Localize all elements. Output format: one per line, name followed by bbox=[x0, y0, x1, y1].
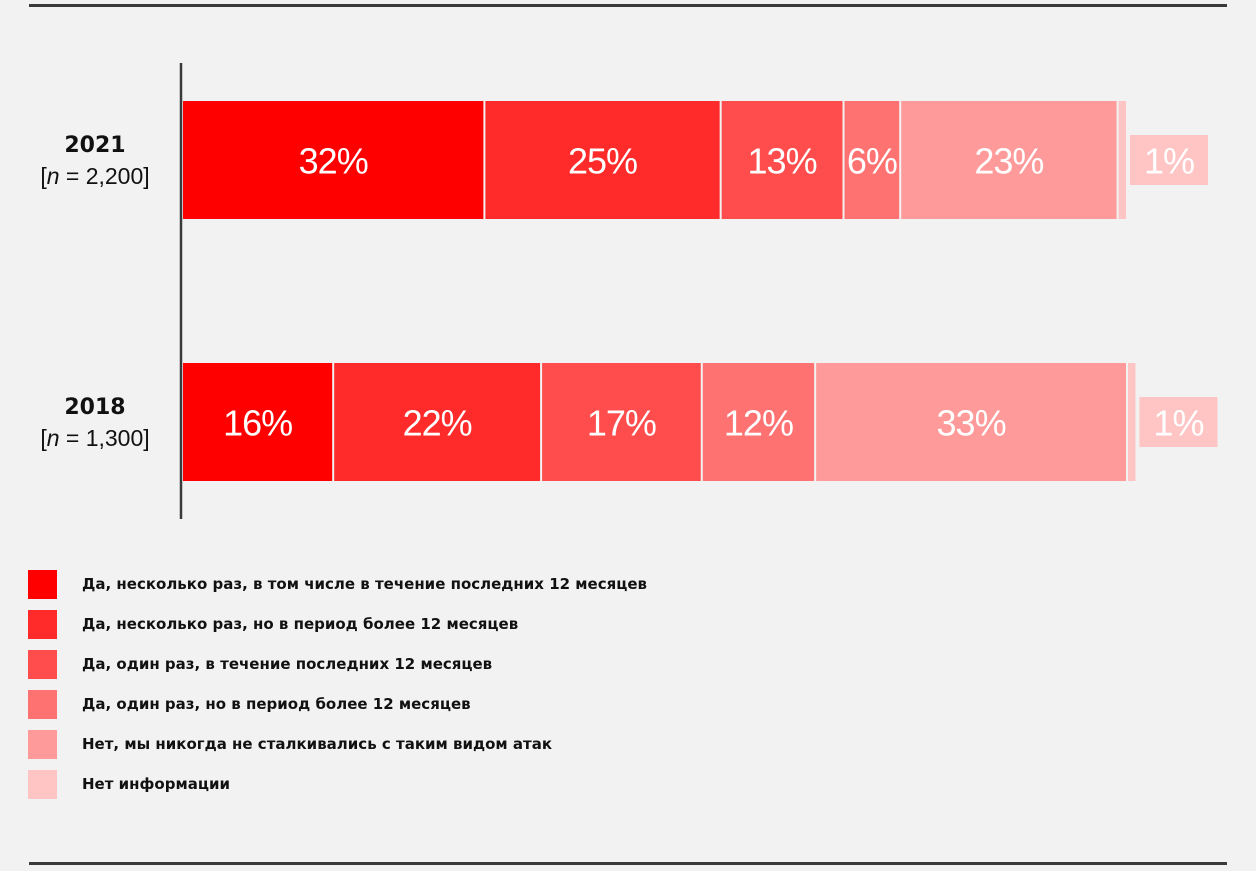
data-label-box bbox=[1139, 397, 1218, 447]
top-rule bbox=[29, 4, 1227, 7]
data-label: 25% bbox=[568, 141, 637, 182]
legend-swatch bbox=[28, 690, 57, 719]
bar-segment bbox=[1128, 363, 1136, 481]
legend-swatch bbox=[28, 610, 57, 639]
bar-segment bbox=[901, 101, 1117, 219]
data-label: 1% bbox=[1153, 403, 1203, 444]
category-year-label: 2021 bbox=[64, 133, 125, 158]
category-labels: 2021 [n = 2,200] 2018 [n = 1,300] bbox=[40, 133, 149, 451]
legend-label: Да, несколько раз, в том числе в течение… bbox=[82, 575, 648, 593]
data-label: 32% bbox=[299, 141, 368, 182]
legend-label: Да, несколько раз, но в период более 12 … bbox=[82, 615, 519, 633]
legend-swatch bbox=[28, 730, 57, 759]
bar-segment bbox=[844, 101, 900, 219]
legend-label: Да, один раз, но в период более 12 месяц… bbox=[82, 695, 471, 713]
bar-segment bbox=[334, 363, 541, 481]
legend-label: Нет информации bbox=[82, 775, 230, 793]
bar-segment bbox=[816, 363, 1126, 481]
bar-segment bbox=[702, 363, 815, 481]
data-label: 16% bbox=[223, 403, 292, 444]
legend-label: Да, один раз, в течение последних 12 мес… bbox=[82, 655, 493, 673]
bar-segment bbox=[183, 363, 333, 481]
category-sample-label: [n = 1,300] bbox=[40, 425, 149, 451]
data-label: 17% bbox=[587, 403, 656, 444]
category-sample-label: [n = 2,200] bbox=[40, 163, 149, 189]
stacked-bar-chart: 32% 25% 13% 6% 23% 1% 16% 22% 17% 12% 33% 1% 2021 [n… bbox=[40, 63, 1218, 519]
bar-segment bbox=[1118, 101, 1126, 219]
data-label: 13% bbox=[748, 141, 817, 182]
data-label: 6% bbox=[847, 141, 897, 182]
legend-swatch bbox=[28, 650, 57, 679]
data-label: 12% bbox=[724, 403, 793, 444]
data-label-box bbox=[1130, 135, 1208, 185]
legend-swatch bbox=[28, 770, 57, 799]
data-label: 33% bbox=[937, 403, 1006, 444]
category-year-label: 2018 bbox=[64, 395, 125, 420]
legend-swatch bbox=[28, 570, 57, 599]
data-label: 22% bbox=[403, 403, 472, 444]
bar-segment bbox=[485, 101, 720, 219]
bar-segment bbox=[721, 101, 843, 219]
bar-segment bbox=[542, 363, 701, 481]
bar-segment bbox=[183, 101, 484, 219]
bars-group: 32% 25% 13% 6% 23% 1% 16% 22% 17% 12% 33% 1% bbox=[183, 101, 1218, 481]
data-label: 1% bbox=[1144, 141, 1194, 182]
data-label: 23% bbox=[974, 141, 1043, 182]
bottom-rule bbox=[29, 862, 1227, 865]
legend-label: Нет, мы никогда не сталкивались с таким … bbox=[82, 735, 553, 753]
